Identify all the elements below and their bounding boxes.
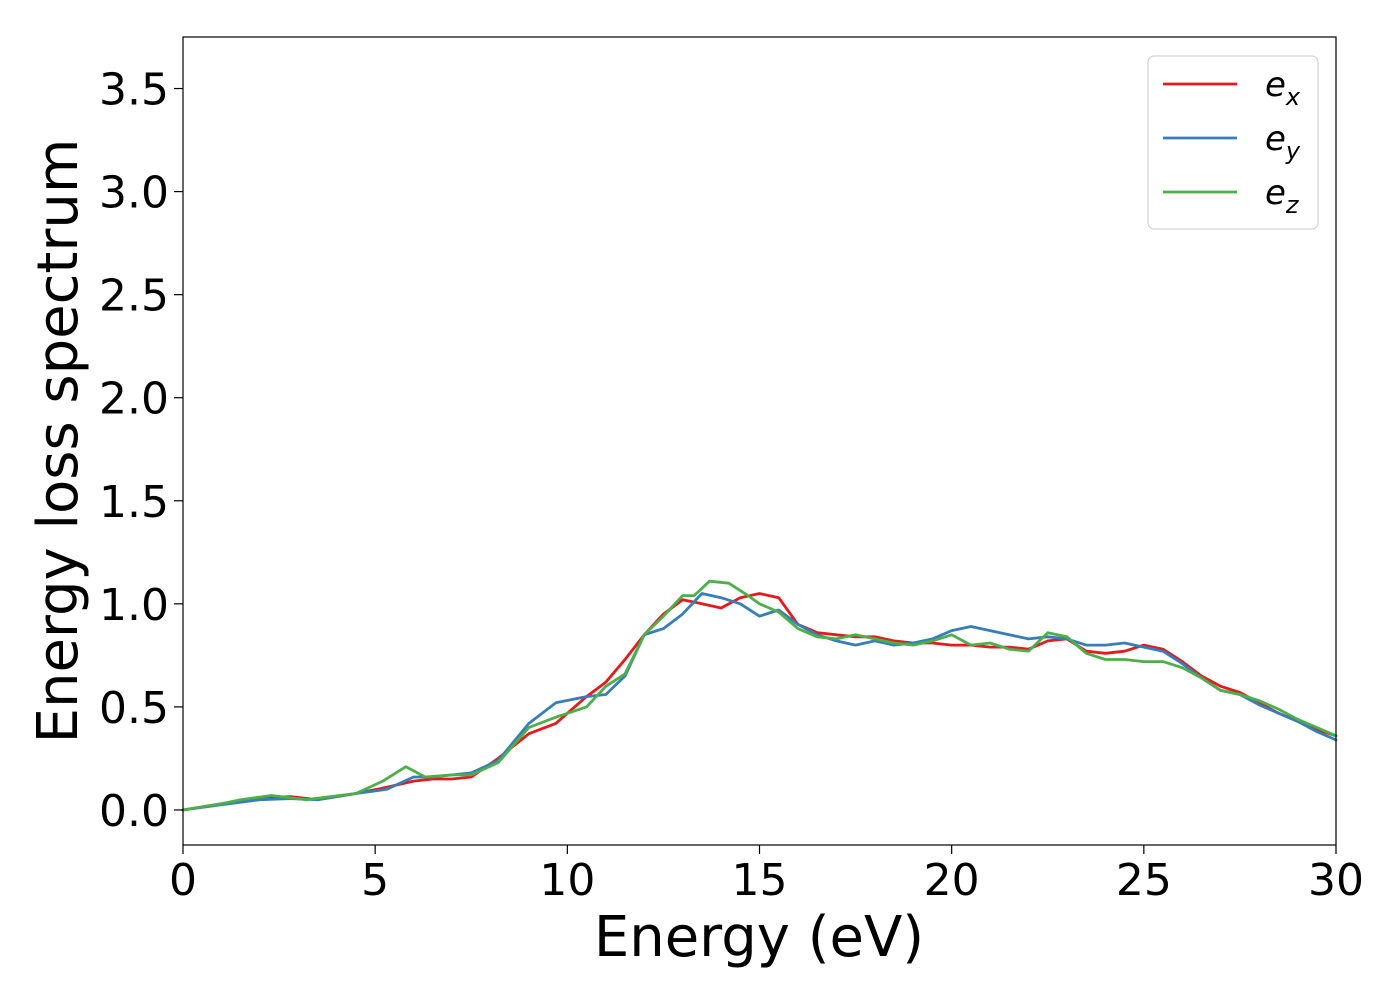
legend-label-base: e (1265, 65, 1286, 105)
y-tick-label: 1.5 (99, 477, 169, 528)
x-tick-label: 25 (1116, 855, 1172, 906)
legend-label-ex: ex (1265, 65, 1301, 111)
series-line-ex (181, 592, 1338, 812)
y-axis-title: Energy loss spectrum (26, 139, 91, 744)
legend-label-subscript: x (1285, 83, 1301, 111)
legend-label-subscript: y (1285, 137, 1301, 165)
x-tick-label: 20 (924, 855, 980, 906)
x-tick-label: 15 (732, 855, 788, 906)
legend-label-base: e (1265, 173, 1286, 213)
series-line-ez (181, 579, 1338, 812)
y-axis: 0.0 0.5 1.0 1.5 2.0 2.5 3.0 3.5 (99, 65, 183, 837)
x-tick-label: 30 (1308, 855, 1364, 906)
legend-label-subscript: z (1285, 191, 1300, 219)
series-line-ey (181, 592, 1338, 812)
x-tick-label: 0 (169, 855, 197, 906)
x-axis: 0 5 10 15 20 25 30 (169, 845, 1364, 906)
x-tick-label: 10 (539, 855, 595, 906)
legend-label-ez: ez (1265, 173, 1300, 219)
y-tick-label: 2.0 (99, 374, 169, 425)
y-tick-label: 3.5 (99, 65, 169, 116)
legend-label-base: e (1265, 119, 1286, 159)
y-tick-label: 0.5 (99, 683, 169, 734)
legend-label-ey: ey (1265, 119, 1301, 165)
y-tick-label: 0.0 (99, 786, 169, 837)
series-layer (181, 579, 1338, 812)
y-tick-label: 1.0 (99, 580, 169, 631)
y-tick-label: 3.0 (99, 168, 169, 219)
x-tick-label: 5 (361, 855, 389, 906)
x-axis-title: Energy (eV) (594, 905, 924, 970)
legend-box (1147, 55, 1319, 230)
y-tick-label: 2.5 (99, 271, 169, 322)
